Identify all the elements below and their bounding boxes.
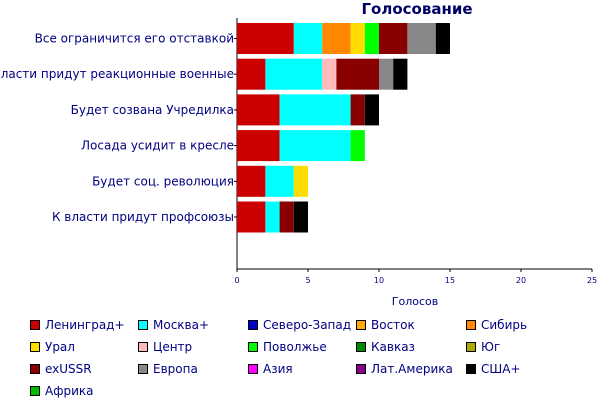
legend-label: Кавказ [371, 340, 415, 354]
legend-label: Восток [371, 318, 415, 332]
legend-label: Поволжье [263, 340, 327, 354]
x-tick-label: 10 [374, 276, 384, 285]
bar-segment [350, 23, 365, 54]
bar-segment [293, 201, 308, 233]
legend-item: Северо-Запад [248, 318, 351, 332]
legend-label: Азия [263, 362, 293, 376]
legend-item: Ленинград+ [30, 318, 125, 332]
legend-label: Юг [481, 340, 501, 354]
legend-item: Восток [356, 318, 415, 332]
legend-swatch [30, 342, 40, 352]
legend-swatch [30, 320, 40, 330]
bar-segment [265, 201, 280, 233]
bar-segment [265, 58, 323, 90]
bar-segment [364, 94, 379, 126]
legend-label: Северо-Запад [263, 318, 352, 332]
bar-segment [350, 130, 365, 162]
legend-label: exUSSR [45, 362, 92, 376]
legend: Ленинград+ Москва+ Северо-Запад Восток Сибир… [30, 318, 600, 400]
x-tick-label: 25 [587, 276, 597, 285]
legend-swatch [248, 320, 258, 330]
legend-label: Европа [153, 362, 198, 376]
category-label: Все ограничится его отставкой [35, 32, 234, 46]
legend-swatch [248, 364, 258, 374]
legend-swatch [138, 364, 148, 374]
chart-title: Голосование [361, 0, 472, 18]
bar-segment [322, 23, 351, 54]
legend-item: Европа [138, 362, 198, 376]
legend-swatch [356, 342, 366, 352]
legend-item: Азия [248, 362, 293, 376]
x-tick-label: 15 [445, 276, 455, 285]
legend-swatch [138, 320, 148, 330]
legend-label: США+ [481, 362, 521, 376]
legend-item: Кавказ [356, 340, 415, 354]
legend-label: Африка [45, 384, 94, 398]
bar-segment [237, 58, 266, 90]
bar-segment [322, 58, 337, 90]
bar-segment [293, 23, 323, 54]
legend-item: Лат.Америка [356, 362, 453, 376]
bar-segment [237, 94, 280, 126]
category-label: Будет созвана Учредилка [71, 103, 234, 117]
bar-segment [279, 130, 351, 162]
bar-segment [237, 201, 266, 233]
legend-item: exUSSR [30, 362, 92, 376]
legend-item: США+ [466, 362, 520, 376]
x-tick-label: 5 [305, 276, 310, 285]
legend-item: Африка [30, 384, 94, 398]
bar-segment [407, 23, 436, 54]
bar-segment [393, 58, 408, 90]
legend-label: Лат.Америка [371, 362, 453, 376]
bar-segment [364, 23, 379, 54]
bar-segment [293, 165, 308, 197]
chart: Голосование 0 5 10 15 20 25 Все ограничится ег… [0, 0, 597, 308]
legend-label: Урал [45, 340, 75, 354]
bar-segment [350, 94, 365, 126]
bar-segment [435, 23, 450, 54]
legend-swatch [30, 364, 40, 374]
bar-segment [237, 23, 294, 54]
bar-segment [379, 23, 408, 54]
legend-swatch [466, 320, 476, 330]
legend-swatch [30, 386, 40, 396]
bar-segment [279, 201, 294, 233]
category-label: К власти придут профсоюзы [52, 210, 234, 224]
category-label: Лосада усидит в кресле [81, 139, 234, 153]
legend-item: Урал [30, 340, 75, 354]
legend-item: Центр [138, 340, 192, 354]
bar-segment [237, 165, 266, 197]
category-label: Будет соц. революция [92, 174, 234, 188]
legend-item: Юг [466, 340, 500, 354]
legend-swatch [466, 342, 476, 352]
plot-area: 0 5 10 15 20 25 Все ограничится его отставкой К… [0, 18, 597, 285]
legend-item: Поволжье [248, 340, 327, 354]
legend-label: Центр [153, 340, 193, 354]
bar-segment [237, 130, 280, 162]
x-tick-label: 0 [234, 276, 239, 285]
x-axis-label: Голосов [392, 295, 438, 308]
legend-item: Сибирь [466, 318, 527, 332]
legend-swatch [248, 342, 258, 352]
legend-swatch [138, 342, 148, 352]
bar-segment [336, 58, 379, 90]
legend-label: Москва+ [153, 318, 210, 332]
legend-swatch [356, 364, 366, 374]
x-tick-label: 20 [516, 276, 526, 285]
category-label: К власти придут реакционные военные [0, 67, 234, 81]
bar-segment [279, 94, 351, 126]
bar-segment [379, 58, 394, 90]
legend-swatch [356, 320, 366, 330]
legend-item: Москва+ [138, 318, 209, 332]
legend-swatch [466, 364, 476, 374]
legend-label: Ленинград+ [45, 318, 125, 332]
legend-label: Сибирь [481, 318, 528, 332]
bar-segment [265, 165, 294, 197]
